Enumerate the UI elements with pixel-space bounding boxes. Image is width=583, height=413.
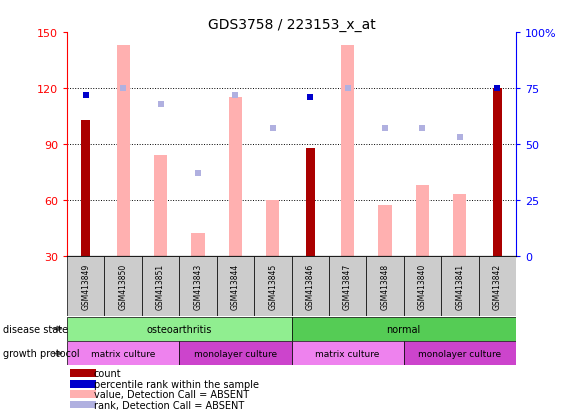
Bar [154, 156, 167, 256]
Text: GSM413848: GSM413848 [381, 263, 389, 309]
Bar [117, 46, 129, 256]
Bar [292, 317, 516, 341]
Bar [191, 234, 205, 256]
Bar [104, 256, 142, 316]
Bar [305, 148, 315, 256]
Bar [292, 342, 403, 366]
Text: percentile rank within the sample: percentile rank within the sample [94, 379, 259, 389]
Text: GSM413847: GSM413847 [343, 263, 352, 309]
Bar [378, 206, 392, 256]
Bar [70, 369, 96, 377]
Text: disease state: disease state [3, 324, 68, 334]
Text: GSM413844: GSM413844 [231, 263, 240, 309]
Bar [229, 98, 242, 256]
Bar [454, 195, 466, 256]
Text: count: count [94, 368, 121, 378]
Text: GSM413841: GSM413841 [455, 263, 464, 309]
Bar [493, 89, 502, 256]
Title: GDS3758 / 223153_x_at: GDS3758 / 223153_x_at [208, 18, 375, 32]
Bar [67, 342, 179, 366]
Text: GSM413843: GSM413843 [194, 263, 202, 309]
Bar [70, 390, 96, 398]
Bar [217, 256, 254, 316]
Text: GSM413850: GSM413850 [119, 263, 128, 309]
Text: matrix culture: matrix culture [315, 349, 380, 358]
Bar [403, 256, 441, 316]
Bar [67, 256, 104, 316]
Bar [81, 121, 90, 256]
Text: GSM413851: GSM413851 [156, 263, 165, 309]
Bar [403, 342, 516, 366]
Bar [292, 256, 329, 316]
Text: GSM413849: GSM413849 [81, 263, 90, 309]
Text: growth protocol: growth protocol [3, 349, 79, 358]
Text: matrix culture: matrix culture [91, 349, 155, 358]
Bar [70, 401, 96, 408]
Bar [479, 256, 516, 316]
Text: GSM413842: GSM413842 [493, 263, 502, 309]
Text: value, Detection Call = ABSENT: value, Detection Call = ABSENT [94, 389, 249, 399]
Bar [67, 317, 292, 341]
Bar [416, 185, 429, 256]
Text: GSM413846: GSM413846 [305, 263, 315, 309]
Bar [179, 342, 292, 366]
Text: monolayer culture: monolayer culture [418, 349, 501, 358]
Text: GSM413845: GSM413845 [268, 263, 278, 309]
Bar [179, 256, 217, 316]
Text: osteoarthritis: osteoarthritis [146, 324, 212, 334]
Bar [329, 256, 366, 316]
Bar [70, 380, 96, 388]
Text: GSM413840: GSM413840 [418, 263, 427, 309]
Text: rank, Detection Call = ABSENT: rank, Detection Call = ABSENT [94, 399, 244, 410]
Bar [266, 200, 279, 256]
Bar [254, 256, 292, 316]
Text: monolayer culture: monolayer culture [194, 349, 277, 358]
Bar [366, 256, 403, 316]
Text: normal: normal [387, 324, 421, 334]
Bar [142, 256, 180, 316]
Bar [441, 256, 479, 316]
Bar [341, 46, 354, 256]
